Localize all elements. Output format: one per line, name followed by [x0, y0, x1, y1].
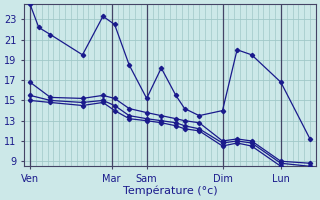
X-axis label: Température (°c): Température (°c): [123, 185, 217, 196]
